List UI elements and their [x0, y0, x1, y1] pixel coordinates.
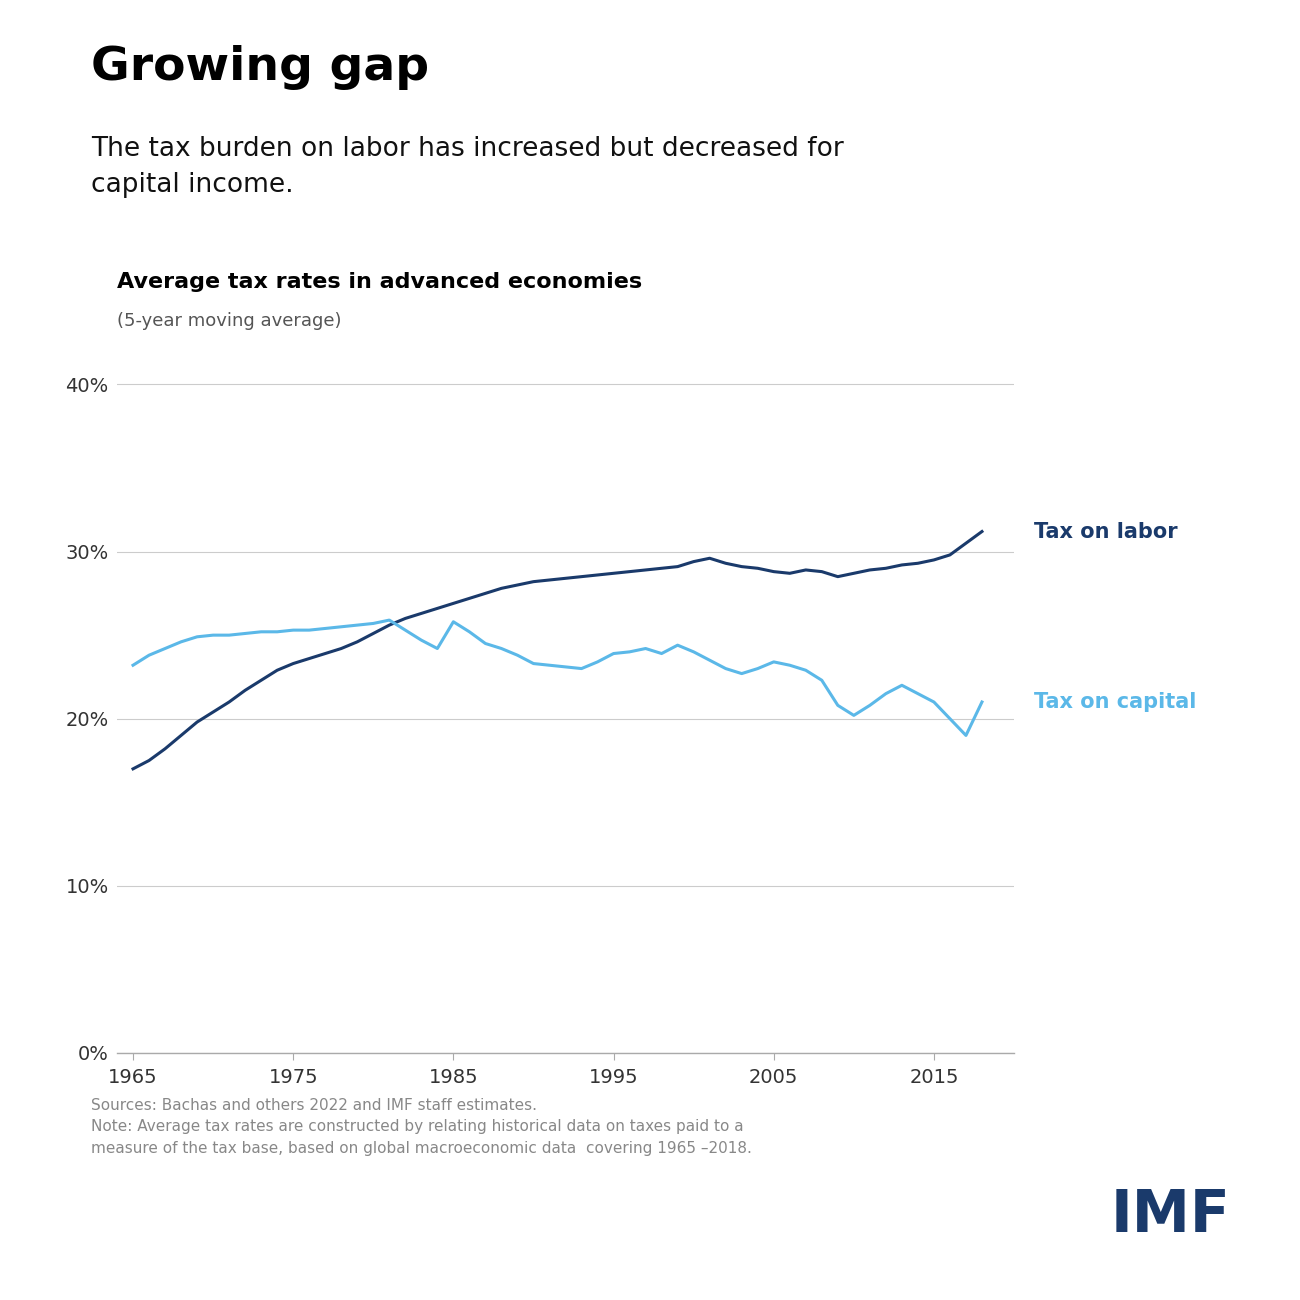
Text: IMF: IMF: [1110, 1187, 1230, 1244]
Text: Average tax rates in advanced economies: Average tax rates in advanced economies: [117, 273, 642, 292]
Text: Growing gap: Growing gap: [91, 46, 429, 91]
Text: Tax on capital: Tax on capital: [1034, 692, 1196, 712]
Text: (5-year moving average): (5-year moving average): [117, 312, 342, 330]
Text: Sources: Bachas and others 2022 and IMF staff estimates.
Note: Average tax rates: Sources: Bachas and others 2022 and IMF …: [91, 1098, 751, 1156]
Text: Tax on labor: Tax on labor: [1034, 521, 1176, 542]
Text: The tax burden on labor has increased but decreased for
capital income.: The tax burden on labor has increased bu…: [91, 136, 844, 198]
